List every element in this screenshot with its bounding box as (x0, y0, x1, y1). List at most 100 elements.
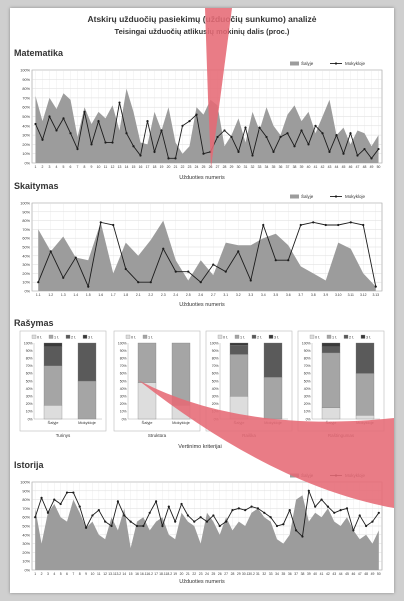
matematika-xtick-label: 50 (377, 165, 381, 169)
skaitymas-xtick-label: 1.4 (73, 293, 78, 297)
istorija-xtick-label: 16.2 (146, 572, 153, 576)
istorija-xtick-label: 50 (377, 572, 381, 576)
matematika-series-mokykloje-point (265, 135, 268, 139)
skaitymas-legend-salyje-label: Šalyje (301, 193, 314, 199)
istorija-series-mokykloje-point (352, 529, 355, 532)
matematika-series-mokykloje-point (300, 129, 303, 132)
rasymas-panel-2-ytick-label: 60% (212, 372, 219, 376)
rasymas-panel-2-legend-swatch (268, 334, 274, 339)
skaitymas-ytick-label: 70% (22, 228, 30, 232)
rasymas-panel-0-ytick-label: 10% (26, 410, 33, 414)
rasymas-panel-3-legend-swatch (360, 334, 366, 339)
matematika-series-mokykloje-point (307, 143, 310, 146)
matematika-series-mokykloje-point (314, 124, 317, 127)
matematika-xtick-label: 26 (209, 165, 213, 169)
istorija-series-mokykloje-point (275, 524, 279, 528)
istorija-series-mokykloje-point (123, 514, 126, 517)
matematika-xtick-label: 48 (363, 165, 367, 169)
skaitymas-xtick-label: 1.2 (48, 293, 53, 297)
matematika-legend-salyje-swatch (290, 61, 299, 66)
skaitymas-series-salyje-area (38, 220, 376, 291)
istorija-series-mokykloje-point (91, 514, 94, 517)
istorija-xtick-label: 12 (103, 572, 107, 576)
matematika-xtick-label: 34 (265, 165, 269, 169)
rasymas-panel-3-legend-swatch (343, 334, 349, 339)
istorija-series-salyje-area (35, 495, 379, 570)
istorija-xtick-label: 23 (199, 572, 203, 576)
istorija-series-mokykloje-point (320, 498, 323, 501)
rasymas-panel-2-legend-label: 1 t. (240, 336, 245, 340)
rasymas-panel-0-bar-segment (43, 365, 63, 406)
rasymas-panel-0-legend-label: 0 t. (37, 336, 42, 340)
matematika-series-mokykloje-point (272, 150, 275, 153)
matematika-xtick-label: 1 (35, 165, 37, 169)
matematika-xtick-label: 8 (84, 165, 86, 169)
matematika-series-mokykloje-point (167, 157, 170, 160)
matematika-series-mokykloje-point (202, 152, 205, 155)
matematika-legend-mokykloje-label: Mokykloje (345, 61, 366, 66)
istorija-xtick-label: 27 (224, 572, 228, 576)
skaitymas-xtick-label: 3.6 (286, 293, 291, 297)
rasymas-panel-0-ytick-label: 90% (26, 349, 33, 353)
matematika-xtick-label: 31 (244, 165, 248, 169)
matematika-series-mokykloje-point (321, 132, 324, 135)
rasymas-panel-0-ytick-label: 70% (26, 364, 33, 368)
istorija-series-mokykloje-point (237, 507, 240, 510)
rasymas-panel-2-legend-swatch (251, 334, 257, 339)
skaitymas-xtick-label: 3.12 (360, 293, 367, 297)
rasymas-panel-1-ytick-label: 50% (120, 379, 127, 383)
istorija-xtick-label: 29 (237, 572, 241, 576)
istorija-xtick-label: 32 (262, 572, 266, 576)
rasymas-panel-1-ytick-label: 60% (120, 372, 127, 376)
istorija-ytick-label: 40% (22, 533, 30, 537)
istorija-series-mokykloje-point (224, 520, 228, 523)
rasymas-panel-1-legend-label: 1 t. (148, 336, 153, 340)
matematika-series-mokykloje-point (90, 143, 93, 146)
matematika-series-mokykloje-point (230, 135, 233, 139)
rasymas-panel-3-bar-segment (321, 407, 341, 420)
istorija-series-mokykloje-point (199, 516, 202, 519)
matematika-xtick-label: 43 (328, 165, 332, 169)
rasymas-panel-0-legend-swatch (82, 334, 88, 339)
page-curl-right (138, 380, 394, 508)
istorija-xtick-label: 41 (320, 572, 324, 576)
matematika-legend-mokykloje-marker (334, 62, 338, 65)
istorija-series-mokykloje-point (116, 500, 120, 503)
rasymas-panel-0-legend-swatch (48, 334, 54, 339)
skaitymas-xtick-label: 3.10 (335, 293, 342, 297)
matematika-xtick-label: 19 (160, 165, 164, 169)
istorija-ytick-label: 20% (22, 551, 30, 555)
skaitymas-xtick-label: 1.8 (123, 293, 128, 297)
istorija-series-mokykloje-point (97, 509, 100, 512)
istorija-series-mokykloje-point (167, 505, 170, 508)
skaitymas-legend-mokykloje-label: Mokykloje (345, 194, 366, 199)
matematika-series-mokykloje-point (83, 110, 86, 113)
rasymas-panel-2-legend-swatch (234, 334, 240, 339)
matematika-series-mokykloje-point (195, 113, 198, 116)
rasymas-panel-1-ytick-label: 40% (120, 387, 127, 391)
skaitymas-series-mokykloje-point (99, 221, 102, 224)
rasymas-panel-0-legend-label: 1 t. (54, 336, 59, 340)
istorija-xtick-label: 13.2 (115, 572, 122, 576)
rasymas-panel-2-bar-segment (263, 342, 283, 378)
matematika-xtick-label: 10 (97, 165, 101, 169)
istorija-series-mokykloje-point (263, 511, 266, 514)
rasymas-panel-0-bar-segment (77, 380, 97, 420)
section-heading-rasymas: Rašymas (14, 318, 54, 328)
matematika-xtick-label: 6 (70, 165, 72, 169)
istorija-series-mokykloje-point (377, 511, 380, 514)
matematika-xtick-label: 38 (293, 165, 297, 169)
rasymas-panel-1-bar-segment (171, 342, 191, 406)
skaitymas-xtick-label: 3.3 (248, 293, 253, 297)
matematika-series-mokykloje-point (97, 120, 100, 123)
matematika-xtick-label: 2 (42, 165, 44, 169)
istorija-series-mokykloje-point (65, 491, 69, 494)
rasymas-panel-0-ytick-label: 100% (24, 341, 33, 345)
rasymas-panel-3-bar-segment (321, 342, 341, 347)
istorija-xtick-label: 4 (53, 572, 55, 576)
istorija-xtick-label: 45 (345, 572, 349, 576)
matematika-series-mokykloje-point (363, 147, 366, 151)
skaitymas-series-mokykloje-point (49, 250, 52, 253)
rasymas-panel-1-ytick-label: 30% (120, 395, 127, 399)
istorija-xtick-label: 43 (332, 572, 336, 576)
